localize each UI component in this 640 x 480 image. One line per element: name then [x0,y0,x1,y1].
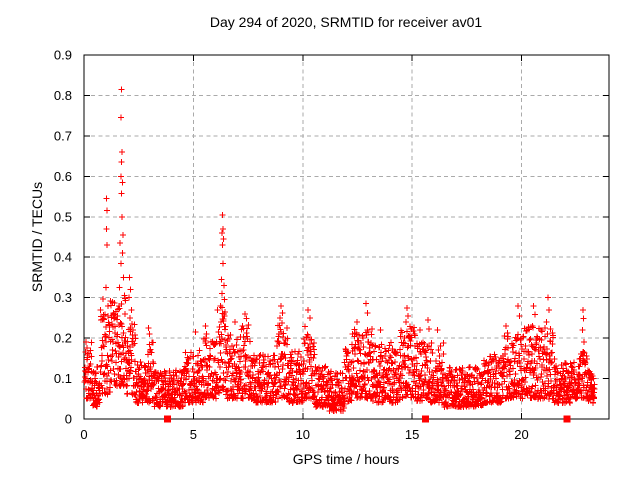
axis-ticks [83,54,609,420]
x-tick-label: 5 [190,427,197,442]
y-tick-label: 0.9 [54,48,72,63]
y-tick-labels: 0 0.1 0.2 0.3 0.4 0.5 0.6 0.7 0.8 0.9 [54,48,72,427]
chart-title: Day 294 of 2020, SRMTID for receiver av0… [210,14,483,30]
y-tick-label: 0 [65,412,72,427]
y-tick-label: 0.5 [54,209,72,224]
y-tick-label: 0.4 [54,250,72,265]
y-tick-label: 0.7 [54,128,72,143]
y-tick-label: 0.3 [54,290,72,305]
x-tick-label: 15 [405,427,419,442]
x-tick-label: 0 [80,427,87,442]
plot-border [83,54,610,420]
tick-marks-path [83,54,609,420]
y-tick-label: 0.6 [54,169,72,184]
x-axis-label: GPS time / hours [293,451,400,467]
y-axis-label: SRMTID / TECUs [29,182,45,292]
y-tick-label: 0.2 [54,331,72,346]
event-square-marker [164,415,172,423]
x-tick-label: 10 [296,427,310,442]
y-tick-label: 0.8 [54,88,72,103]
event-square-marker [421,415,429,423]
event-square-markers [164,415,571,423]
x-tick-label: 20 [514,427,528,442]
y-tick-label: 0.1 [54,371,72,386]
x-tick-labels: 0 5 10 15 20 [80,427,528,442]
event-square-marker [563,415,571,423]
data-points-path [81,86,598,414]
scatter-points [81,86,598,414]
